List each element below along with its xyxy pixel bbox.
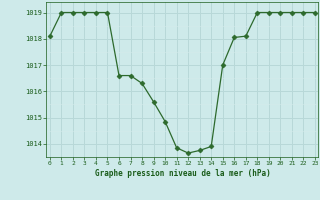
X-axis label: Graphe pression niveau de la mer (hPa): Graphe pression niveau de la mer (hPa) [94, 169, 270, 178]
